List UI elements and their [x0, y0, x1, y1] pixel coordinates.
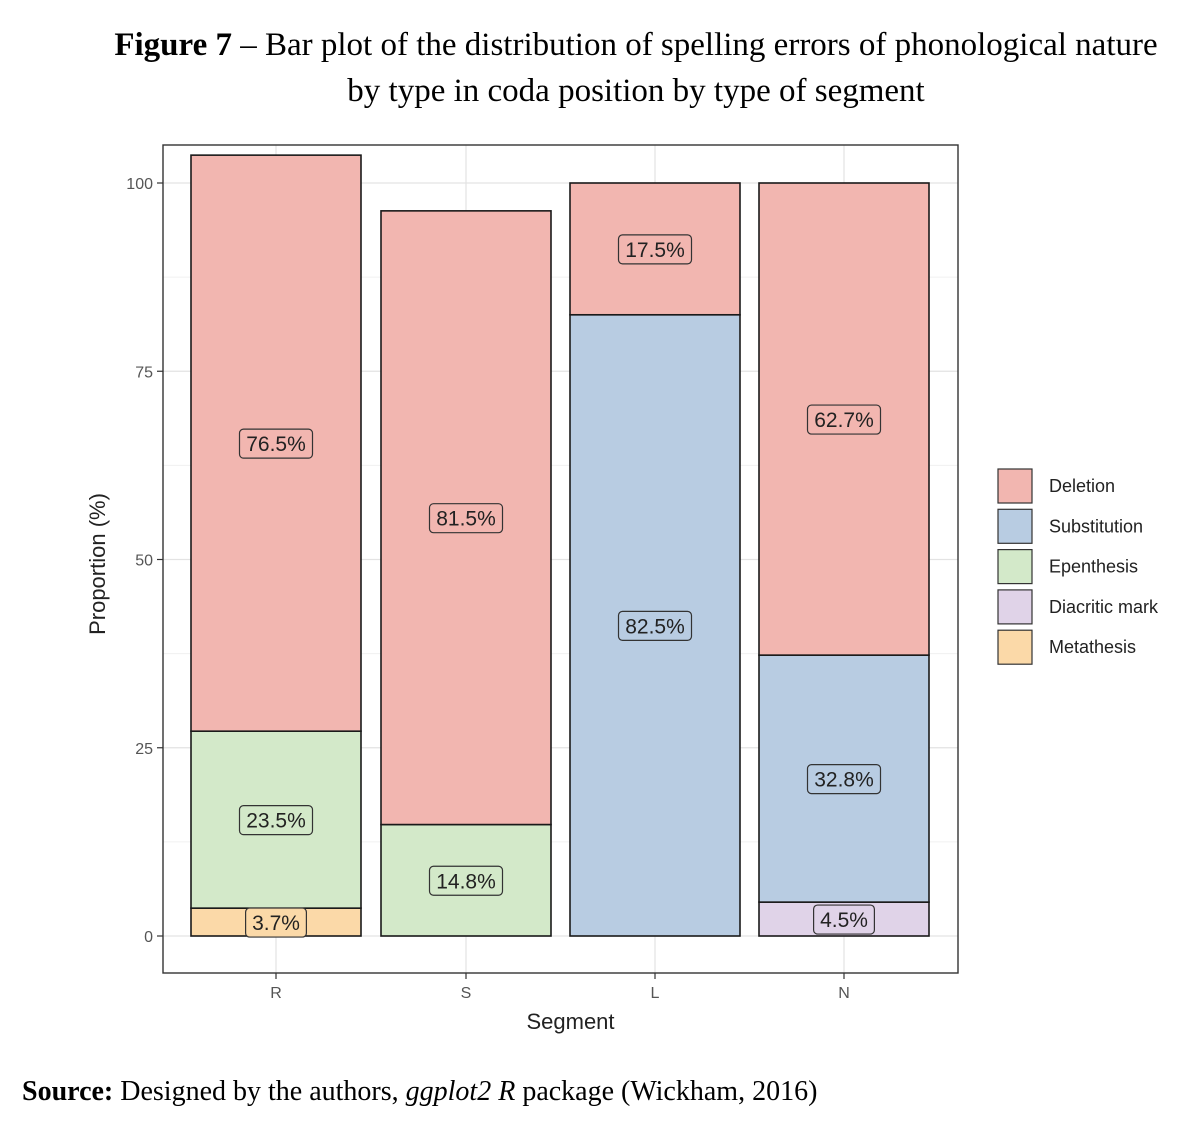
source-text-2: package (Wickham, 2016) — [515, 1076, 818, 1107]
data-label-r-epenthesis: 23.5% — [238, 805, 314, 836]
legend-swatch-metathesis — [997, 629, 1033, 665]
x-tick-label: R — [270, 985, 282, 1002]
legend-swatch-diacritic-mark — [997, 589, 1033, 625]
legend-label-substitution: Substitution — [1049, 516, 1143, 536]
data-label-text: 62.7% — [814, 409, 874, 432]
data-label-text: 32.8% — [814, 769, 874, 792]
data-label-text: 17.5% — [625, 239, 685, 262]
figure-caption-text: – Bar plot of the distribution of spelli… — [231, 27, 1158, 109]
legend-swatch-substitution — [997, 508, 1033, 544]
data-label-box — [617, 234, 693, 265]
data-label-box — [428, 503, 504, 534]
y-tick-label: 0 — [144, 929, 153, 946]
figure-label: Figure 7 — [114, 27, 232, 63]
y-tick-label: 25 — [135, 741, 153, 758]
stacked-bar-chart: 3.7% 23.5% 76.5% 14.8% 81.5% 82.5% 17.5% 4.5% 32… — [85, 144, 1159, 1034]
y-tick-label: 100 — [126, 176, 153, 193]
source-package: ggplot2 R — [405, 1076, 516, 1107]
data-label-text: 76.5% — [246, 433, 306, 456]
source-label: Source: — [22, 1076, 114, 1107]
data-label-box — [428, 865, 504, 896]
data-label-text: 23.5% — [246, 810, 306, 833]
data-labels-layer: 3.7% 23.5% 76.5% 14.8% 81.5% 82.5% 17.5% 4.5% 32… — [238, 234, 882, 938]
data-label-s-deletion: 81.5% — [428, 503, 504, 534]
data-label-n-deletion: 62.7% — [806, 404, 882, 435]
source-text-1: Designed by the authors, — [113, 1076, 406, 1107]
data-label-s-epenthesis: 14.8% — [428, 865, 504, 896]
axes-layer: 0 25 50 75 100 R S L N Segment Proportion (%) — [85, 144, 959, 1034]
legend: Deletion Substitution Epenthesis Diacritic … — [997, 468, 1159, 665]
x-tick-label: N — [838, 985, 850, 1002]
x-tick-label: L — [651, 985, 660, 1002]
legend-swatch-epenthesis — [997, 548, 1033, 585]
data-label-box — [617, 610, 693, 641]
data-label-n-diacritic-mark: 4.5% — [812, 904, 875, 935]
legend-label-epenthesis: Epenthesis — [1049, 557, 1138, 577]
legend-label-diacritic-mark: Diacritic mark — [1049, 597, 1159, 617]
bars-layer — [190, 154, 930, 937]
legend-swatch-deletion — [997, 468, 1033, 504]
data-label-n-substitution: 32.8% — [806, 764, 882, 795]
data-label-r-deletion: 76.5% — [238, 428, 314, 459]
y-axis-title: Proportion (%) — [85, 493, 110, 635]
x-tick-label: S — [461, 985, 472, 1002]
data-label-text: 14.8% — [436, 870, 496, 893]
data-label-r-metathesis: 3.7% — [245, 907, 308, 938]
y-tick-label: 50 — [135, 553, 153, 570]
data-label-box — [238, 805, 314, 836]
data-label-text: 82.5% — [625, 615, 685, 638]
data-label-box — [245, 907, 308, 938]
legend-label-metathesis: Metathesis — [1049, 637, 1136, 657]
legend-label-deletion: Deletion — [1049, 476, 1115, 496]
x-axis-title: Segment — [526, 1009, 614, 1034]
data-label-box — [806, 404, 882, 435]
data-label-l-deletion: 17.5% — [617, 234, 693, 265]
data-label-text: 4.5% — [820, 909, 868, 932]
data-label-box — [238, 428, 314, 459]
figure-caption: Figure 7 – Bar plot of the distribution … — [100, 22, 1172, 114]
data-label-text: 3.7% — [252, 912, 300, 935]
data-label-box — [806, 764, 882, 795]
data-label-l-substitution: 82.5% — [617, 610, 693, 641]
y-tick-label: 75 — [135, 364, 153, 381]
data-label-text: 81.5% — [436, 508, 496, 531]
source-note: Source: Designed by the authors, ggplot2… — [22, 1076, 817, 1108]
data-label-box — [812, 904, 875, 935]
